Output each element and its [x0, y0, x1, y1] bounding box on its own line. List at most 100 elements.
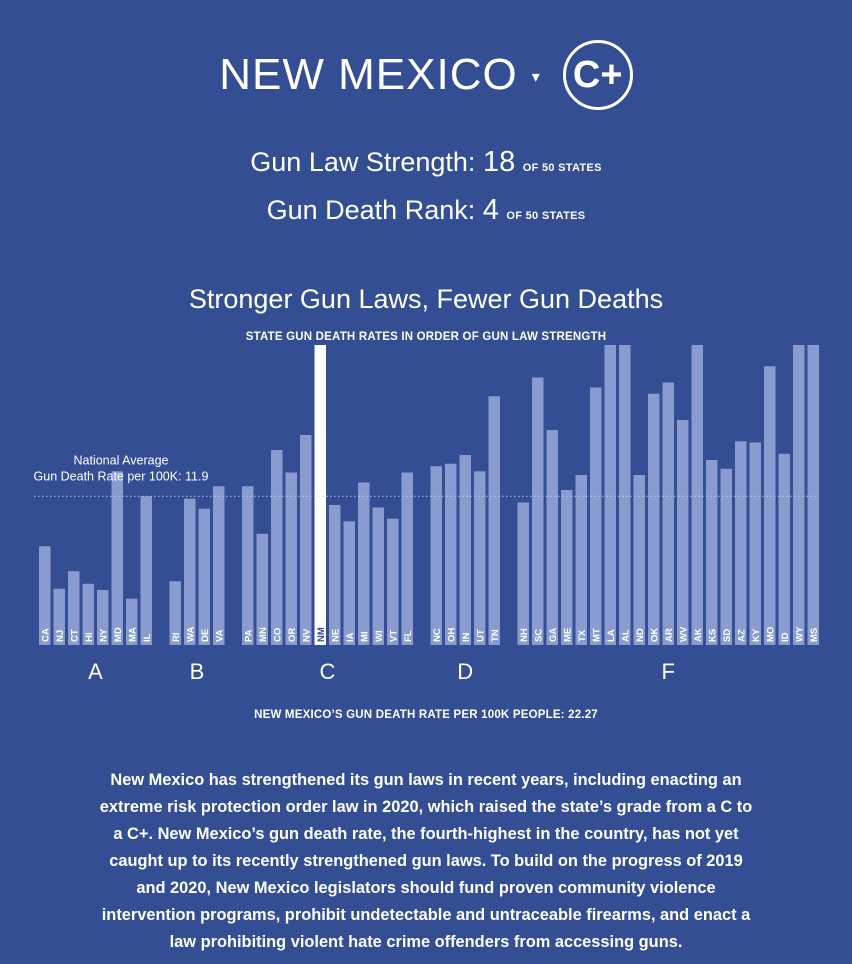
- bar-label-md: MD: [113, 627, 124, 642]
- grade-group-label: A: [88, 659, 103, 684]
- bar-il[interactable]: [140, 496, 153, 645]
- bar-sd[interactable]: [720, 468, 733, 645]
- state-name[interactable]: NEW MEXICO: [219, 50, 518, 99]
- bar-label-ak: AK: [693, 628, 704, 642]
- dropdown-caret-icon[interactable]: ▾: [531, 69, 541, 86]
- bar-vt[interactable]: [387, 518, 399, 645]
- bar-mo[interactable]: [764, 366, 776, 645]
- grade-group-label: B: [190, 659, 205, 684]
- state-description: New Mexico has strengthened its gun laws…: [99, 771, 753, 951]
- bar-ut[interactable]: [474, 471, 486, 645]
- bar-mi[interactable]: [358, 482, 370, 646]
- bar-mn[interactable]: [256, 533, 269, 645]
- bar-md[interactable]: [111, 471, 124, 645]
- bar-label-ks: KS: [707, 629, 718, 642]
- bar-label-nj: NJ: [55, 630, 66, 642]
- bar-label-fl: FL: [403, 630, 414, 642]
- bar-label-ne: NE: [330, 629, 341, 642]
- death-rank-suffix: OF 50 STATES: [506, 210, 586, 222]
- bar-label-ia: IA: [345, 632, 356, 642]
- bar-pa[interactable]: [242, 486, 254, 645]
- bar-ny[interactable]: [97, 590, 109, 645]
- bar-ga[interactable]: [546, 430, 559, 645]
- bar-label-ut: UT: [475, 629, 486, 642]
- bar-de[interactable]: [198, 508, 211, 645]
- bar-ky[interactable]: [749, 442, 762, 646]
- bar-id[interactable]: [778, 453, 791, 645]
- bar-label-hi: HI: [84, 633, 95, 643]
- bar-label-ms: MS: [809, 628, 820, 642]
- bar-nd[interactable]: [633, 475, 646, 645]
- bar-nm[interactable]: [314, 345, 327, 645]
- bar-tx[interactable]: [575, 475, 588, 645]
- bar-label-ga: GA: [548, 628, 559, 642]
- grade-group-label: F: [662, 659, 675, 684]
- bar-label-ar: AR: [664, 628, 675, 642]
- bar-co[interactable]: [271, 450, 283, 645]
- bar-ms[interactable]: [807, 345, 820, 645]
- gun-death-bar-chart: CA NJ CT HI NY MD MA IL RI WA DE VA PA MN CO OR NV NM NE IA…: [34, 345, 820, 684]
- bar-sc[interactable]: [532, 377, 544, 646]
- chart-title: Stronger Gun Laws, Fewer Gun Deaths: [188, 284, 664, 314]
- bar-wa[interactable]: [184, 498, 196, 645]
- bar-label-in: IN: [461, 632, 472, 642]
- bar-label-mn: MN: [258, 627, 269, 642]
- bar-ct[interactable]: [68, 571, 80, 645]
- bar-label-sd: SD: [722, 629, 733, 642]
- bar-ak[interactable]: [691, 345, 704, 645]
- bar-nj[interactable]: [53, 588, 66, 645]
- bar-label-ct: CT: [69, 629, 80, 642]
- bar-wv[interactable]: [677, 420, 689, 645]
- bar-tn[interactable]: [488, 396, 501, 645]
- bar-hi[interactable]: [82, 583, 95, 645]
- bar-la[interactable]: [604, 345, 617, 645]
- bar-ne[interactable]: [329, 505, 341, 645]
- bar-al[interactable]: [619, 345, 631, 645]
- bar-me[interactable]: [561, 490, 573, 645]
- law-strength-stat: Gun Law Strength: 18 OF 50 STATES: [0, 146, 852, 179]
- bar-label-va: VA: [214, 629, 225, 642]
- bar-mt[interactable]: [590, 387, 602, 646]
- national-average-value-label: Gun Death Rate per 100K: 11.9: [34, 469, 209, 483]
- chart-subtitle: STATE GUN DEATH RATES IN ORDER OF GUN LA…: [245, 331, 607, 343]
- bar-label-nm: NM: [316, 627, 327, 642]
- state-selector[interactable]: NEW MEXICO ▾: [219, 50, 540, 100]
- bar-label-mo: MO: [765, 627, 776, 642]
- bar-label-or: OR: [287, 628, 298, 642]
- bar-label-wi: WI: [374, 630, 385, 642]
- grade-group-label: C: [320, 659, 336, 684]
- bar-or[interactable]: [285, 472, 298, 646]
- bar-oh[interactable]: [445, 463, 457, 645]
- bar-ks[interactable]: [706, 460, 718, 645]
- bar-fl[interactable]: [401, 472, 414, 646]
- bar-label-oh: OH: [446, 628, 457, 642]
- bar-label-nc: NC: [432, 628, 443, 642]
- bar-wi[interactable]: [372, 507, 385, 646]
- bar-wy[interactable]: [793, 345, 805, 645]
- bar-ri[interactable]: [169, 581, 182, 645]
- bar-label-nv: NV: [301, 628, 312, 642]
- bar-ia[interactable]: [343, 521, 356, 645]
- bar-az[interactable]: [735, 441, 747, 645]
- bar-label-ky: KY: [751, 628, 762, 642]
- bar-va[interactable]: [213, 486, 225, 645]
- bar-nh[interactable]: [517, 502, 530, 646]
- death-rank-label: Gun Death Rank:: [266, 195, 476, 225]
- bar-ma[interactable]: [126, 598, 138, 645]
- bar-ar[interactable]: [662, 382, 675, 646]
- bar-label-mi: MI: [359, 631, 370, 642]
- state-death-rate-note: NEW MEXICO’S GUN DEATH RATE PER 100K PEO…: [254, 709, 598, 721]
- bar-label-ny: NY: [98, 628, 109, 642]
- bar-label-wv: WV: [678, 626, 689, 642]
- bar-label-ca: CA: [40, 628, 51, 642]
- bar-nc[interactable]: [430, 466, 443, 645]
- bar-label-co: CO: [272, 628, 283, 642]
- bar-ca[interactable]: [39, 546, 51, 645]
- bar-label-az: AZ: [736, 629, 747, 642]
- bar-nv[interactable]: [300, 435, 312, 645]
- national-average-label: National Average: [74, 453, 169, 467]
- bar-label-pa: PA: [243, 629, 254, 642]
- bar-ok[interactable]: [648, 393, 660, 645]
- bar-in[interactable]: [459, 455, 472, 645]
- bar-label-id: ID: [780, 632, 791, 642]
